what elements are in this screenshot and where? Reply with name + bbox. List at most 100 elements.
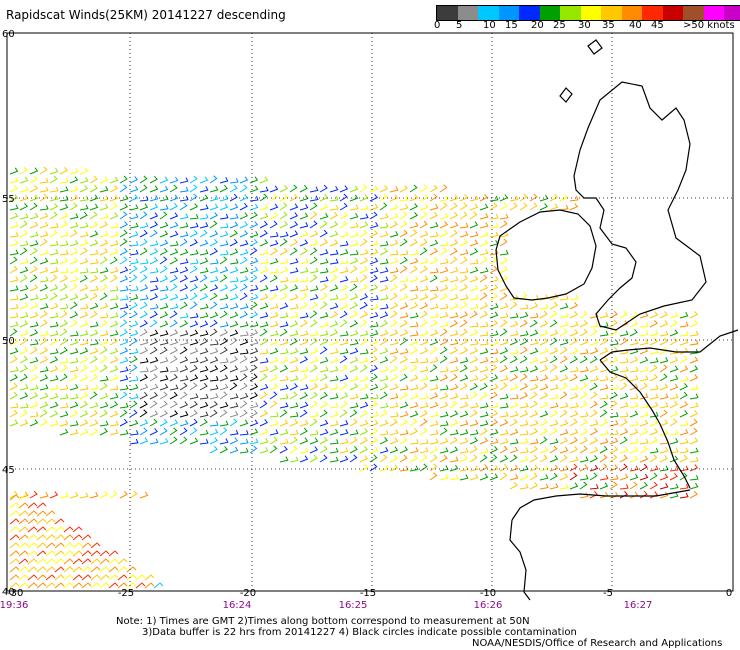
wind-barb <box>249 266 259 274</box>
wind-barb <box>499 231 509 238</box>
wind-barb <box>389 239 399 247</box>
wind-barb <box>689 475 699 481</box>
wind-barb <box>319 301 328 310</box>
wind-barb <box>9 419 19 427</box>
wind-barb <box>289 402 299 409</box>
wind-barb <box>689 447 699 454</box>
wind-barb <box>379 347 389 355</box>
wind-barb <box>179 177 189 184</box>
wind-barb <box>18 550 29 557</box>
wind-barb <box>459 357 469 364</box>
wind-barb <box>39 293 49 301</box>
wind-barb <box>199 330 209 337</box>
wind-barb <box>279 348 289 355</box>
wind-barb <box>419 382 428 391</box>
latitude-label: 50 <box>2 336 15 347</box>
wind-barb <box>519 392 529 400</box>
wind-barb <box>69 239 79 247</box>
wind-barb <box>54 550 65 557</box>
wind-barb <box>629 356 639 364</box>
wind-barb <box>129 364 138 373</box>
wind-barb <box>299 239 309 247</box>
wind-barb <box>79 257 89 265</box>
wind-barb <box>349 383 359 391</box>
wind-barb <box>63 542 74 549</box>
wind-barb <box>369 311 379 319</box>
wind-barb <box>119 275 129 283</box>
wind-barb <box>59 420 69 427</box>
wind-barb <box>459 474 469 481</box>
wind-barb <box>179 356 189 364</box>
wind-barb <box>27 566 38 573</box>
wind-barb <box>269 445 278 454</box>
wind-barb <box>89 339 99 346</box>
wind-barb <box>529 391 538 400</box>
wind-barb <box>469 195 479 202</box>
wind-barb <box>309 293 319 301</box>
wind-barb <box>9 534 20 541</box>
wind-barb <box>299 267 309 274</box>
wind-barb <box>599 463 608 472</box>
wind-barb <box>179 401 189 409</box>
wind-barb <box>239 349 249 355</box>
wind-speed-color-scale <box>436 5 740 21</box>
wind-barb <box>519 383 528 391</box>
wind-barb <box>309 411 319 418</box>
wind-barb <box>529 339 539 346</box>
wind-barb <box>629 328 638 337</box>
wind-barb <box>109 212 119 220</box>
wind-barb <box>199 239 209 247</box>
wind-barb <box>339 392 349 400</box>
wind-barb <box>469 409 478 418</box>
wind-barb <box>29 212 39 220</box>
wind-barb <box>199 257 209 265</box>
wind-barb <box>139 284 149 292</box>
wind-barb <box>519 311 529 319</box>
wind-barb <box>549 374 559 382</box>
wind-barb <box>9 167 19 175</box>
wind-barb <box>399 429 409 436</box>
wind-barb <box>529 427 538 436</box>
wind-barb <box>389 203 399 211</box>
wind-barb <box>409 418 418 427</box>
wind-barb <box>59 275 68 283</box>
wind-barb <box>27 518 38 525</box>
wind-barb <box>339 420 349 427</box>
wind-barb <box>269 220 278 229</box>
wind-barb <box>579 445 588 454</box>
wind-barb <box>159 275 169 283</box>
wind-barb <box>89 409 98 418</box>
wind-barb <box>49 401 59 409</box>
ireland-coast <box>495 209 597 301</box>
wind-barb <box>59 346 68 355</box>
wind-barb <box>559 419 569 427</box>
wind-barb <box>309 285 319 292</box>
wind-barb <box>199 374 209 382</box>
longitude-label: -15 <box>360 588 376 599</box>
wind-barb <box>469 374 479 382</box>
wind-barb <box>619 473 629 481</box>
wind-barb <box>309 347 319 355</box>
wind-barb <box>9 366 19 373</box>
wind-barb <box>329 447 339 454</box>
wind-barb <box>299 437 309 445</box>
wind-barb <box>149 319 158 328</box>
wind-barb <box>219 446 228 454</box>
wind-barb <box>479 292 488 301</box>
wind-barb <box>179 339 189 346</box>
wind-barb <box>149 438 159 445</box>
wind-barb <box>569 355 578 364</box>
wind-barb <box>409 293 419 301</box>
wind-barb <box>609 391 618 400</box>
wind-barb <box>429 364 438 373</box>
wind-barb <box>27 542 38 549</box>
wind-barb <box>179 186 189 193</box>
wind-barb <box>36 510 47 517</box>
wind-barb <box>659 465 669 472</box>
wind-barb <box>429 420 439 427</box>
wind-barb <box>209 203 219 211</box>
wind-barb <box>89 310 98 319</box>
wind-barb <box>209 311 219 319</box>
wind-barb <box>239 283 248 292</box>
